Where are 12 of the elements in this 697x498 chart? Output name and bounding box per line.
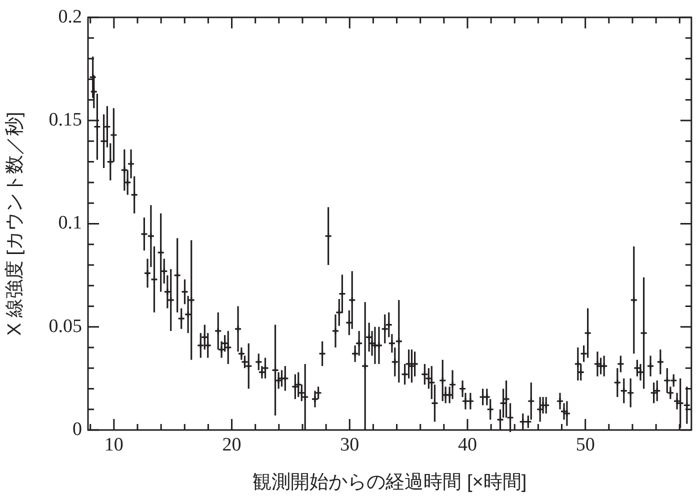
y-tick-label: 0 [72,418,82,440]
y-tick-label: 0.05 [48,316,82,337]
x-tick-label: 30 [340,434,360,456]
y-axis-title: X 線強度 [カウント数／秒] [4,112,26,336]
y-tick-label: 0.1 [58,212,82,234]
y-tick-label: 0.15 [48,110,82,131]
x-tick-label: 40 [458,434,477,456]
y-tick-label: 0.2 [58,6,82,28]
x-axis-title: 観測開始からの経過時間 [×時間] [252,472,527,493]
x-tick-label: 20 [222,434,242,456]
x-tick-label: 50 [576,434,595,456]
x-tick-label: 10 [104,434,124,456]
